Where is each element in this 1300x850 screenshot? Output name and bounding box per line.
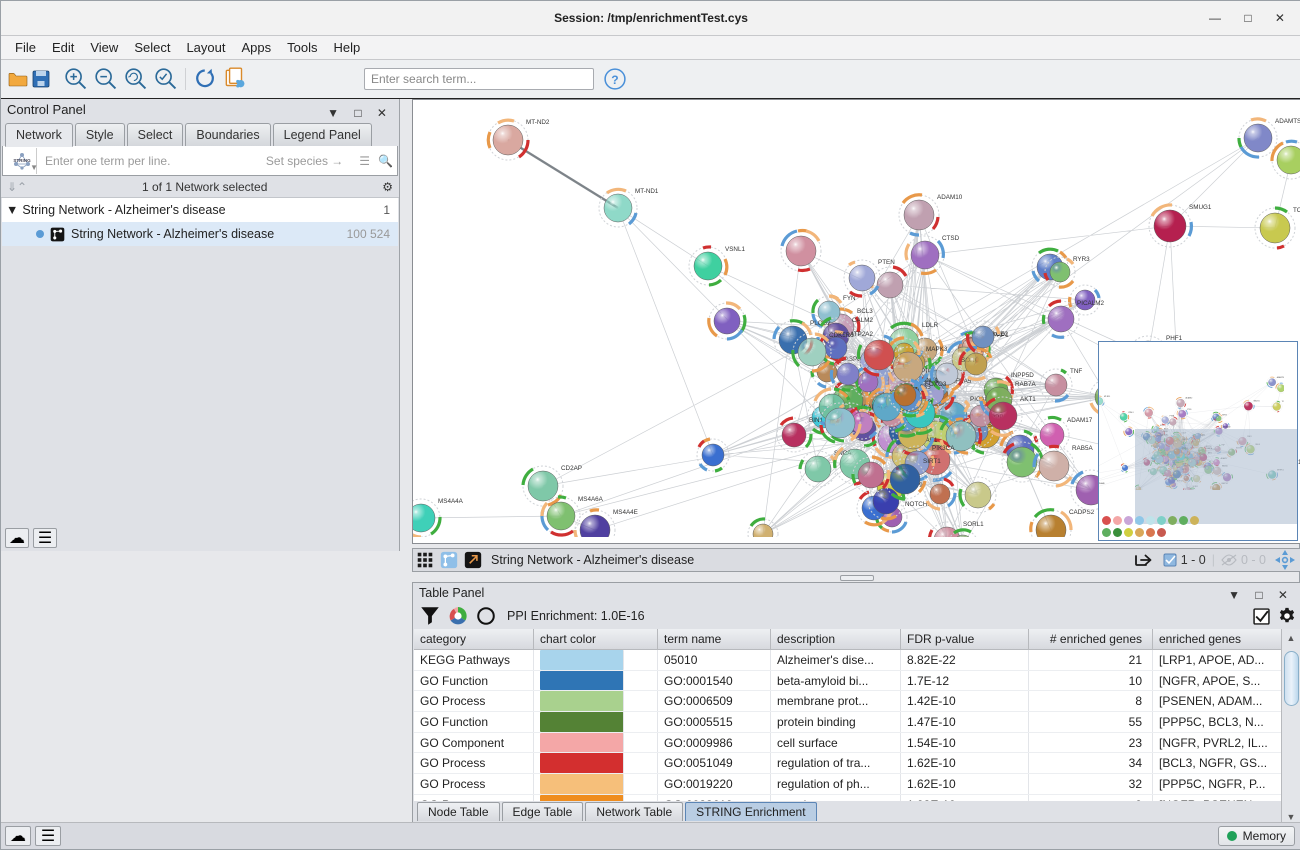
svg-text:ADAM17: ADAM17 [1067,417,1093,424]
svg-text:RAB7A: RAB7A [1015,381,1036,388]
svg-text:MAPK3: MAPK3 [926,346,948,353]
svg-text:SMUG1: SMUG1 [1254,400,1260,402]
svg-text:RYR3: RYR3 [1073,256,1090,263]
svg-text:MS4A6A: MS4A6A [578,496,604,503]
svg-text:RAB5A: RAB5A [1072,445,1093,452]
svg-text:PICALM2: PICALM2 [1077,300,1104,307]
svg-text:CTSD: CTSD [942,235,960,242]
svg-text:CTSD: CTSD [1187,409,1192,411]
svg-text:CADPS2: CADPS2 [1069,509,1095,516]
svg-text:VSNL1: VSNL1 [1128,412,1133,414]
svg-text:ADAM10: ADAM10 [937,194,963,201]
svg-text:VSNL1: VSNL1 [725,246,745,253]
svg-text:MS4A4E: MS4A4E [613,509,638,516]
svg-text:MS4A4A: MS4A4A [438,498,464,505]
svg-text:MT-ND1: MT-ND1 [635,188,659,195]
svg-text:FOXO3: FOXO3 [925,381,947,388]
svg-text:?: ? [611,73,618,87]
svg-text:RYR3: RYR3 [1222,414,1227,416]
svg-text:SORL1: SORL1 [963,521,984,528]
svg-text:MT-ND2: MT-ND2 [526,119,550,126]
svg-text:ADAM10: ADAM10 [1185,397,1192,400]
svg-text:BCL3: BCL3 [857,308,873,315]
svg-text:PTEN: PTEN [878,259,895,266]
svg-text:AKT1: AKT1 [1020,396,1036,403]
svg-text:CD2AP: CD2AP [561,465,582,472]
svg-text:TOMM40: TOMM40 [1282,401,1284,403]
svg-text:MS4A4E: MS4A4E [1098,482,1106,485]
svg-text:INPP5D: INPP5D [1011,372,1034,379]
svg-text:STRING: STRING [13,158,31,163]
svg-text:TNF: TNF [1070,368,1082,375]
svg-text:SIRT1: SIRT1 [923,458,941,465]
svg-text:TOMM40: TOMM40 [1293,207,1300,214]
svg-text:PTEN: PTEN [1170,415,1175,417]
svg-text:PICALM2: PICALM2 [1223,425,1230,428]
svg-text:CALM2: CALM2 [852,317,873,324]
svg-text:CDK5R1: CDK5R1 [829,332,854,339]
svg-text:PIK3CA: PIK3CA [932,445,955,452]
svg-text:ADAMTS2: ADAMTS2 [1277,376,1284,379]
svg-text:ADAMTS2: ADAMTS2 [1275,118,1300,125]
svg-text:LDLR: LDLR [922,322,939,329]
svg-text:MT-ND1: MT-ND1 [1104,396,1110,398]
svg-text:SMUG1: SMUG1 [1189,204,1212,211]
